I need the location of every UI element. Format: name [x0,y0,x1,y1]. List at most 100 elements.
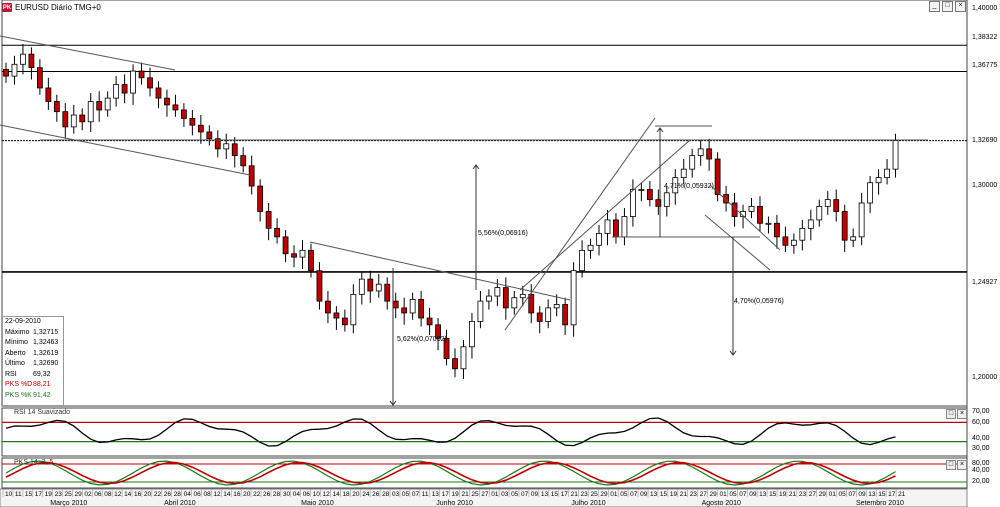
candle-body [181,109,187,119]
minimize-button[interactable]: _ [929,1,940,12]
candle-body [469,321,475,348]
candle-body [536,312,543,322]
candle-body [460,346,467,370]
candle-body [875,177,882,184]
info-row-low: Mínimo 1,32463 [5,339,59,346]
candle-body [350,293,357,326]
day-label: 23 [690,491,698,498]
candle-body [240,155,247,167]
price-tick: 1,30000 [972,182,998,189]
candle-body [697,148,704,157]
day-label: 09 [531,491,539,498]
candle-body [189,118,196,126]
day-label: 10 [313,491,321,498]
level-tag: 1,32690 [972,137,998,144]
price-pane-frame [1,0,968,407]
candle-body [807,219,814,229]
candle-body [426,317,433,326]
day-label: 14 [124,491,132,498]
candle-body [265,211,272,229]
candle-body [147,77,153,89]
candle-body [155,87,162,99]
day-label: 20 [144,491,152,498]
candle-body [367,278,374,292]
candle-body [604,219,611,234]
day-label: 13 [759,491,767,498]
candle-body [130,70,136,94]
day-label: 17 [442,491,450,498]
rsi-tick: 60,00 [972,419,990,426]
candle-body [841,211,848,241]
window-title: EURUSD Diário TMG+0 [15,3,101,12]
window-title-bar: PK EURUSD Diário TMG+0 [2,2,101,13]
candle-body [45,87,52,102]
rsi-pane-controls: □ × [946,409,967,419]
price-tick: 1,40000 [972,5,998,12]
rsi-close-button[interactable]: × [957,409,967,419]
candle-body [850,236,857,241]
candle-body [562,304,569,326]
candle-body [494,287,501,297]
day-label: 01 [719,491,727,498]
day-label: 12 [323,491,331,498]
day-label: 05 [620,491,628,498]
candle-body [435,324,441,339]
drop-annotation: 4,70%(0,05976) [734,298,784,305]
info-row-last: Último 1,32690 [5,360,59,367]
day-label: 20 [352,491,360,498]
candle-body [833,199,840,212]
candle-body [79,114,86,123]
candle-body [638,189,645,191]
month-label: Maio 2010 [301,500,334,507]
day-label: 22 [253,491,261,498]
candle-body [824,199,831,207]
pks-maximize-button[interactable]: □ [946,460,956,470]
low-arrow-head [389,400,397,406]
drop-arrow-head [729,350,737,356]
day-label: 25 [590,491,598,498]
day-label: 28 [174,491,182,498]
candle-body [36,67,43,89]
pks-pane-title: PKS 14, 3, 5 [14,459,54,466]
month-label: Julho 2010 [571,500,605,507]
candle-body [519,293,526,299]
close-button[interactable]: × [955,1,966,12]
day-label: 13 [541,491,549,498]
candle-body [121,84,128,94]
day-label: 13 [432,491,440,498]
candle-body [214,138,221,150]
day-label: 06 [194,491,202,498]
pks-tick: 40,00 [972,467,990,474]
info-row-high: Máximo 1,32715 [5,328,59,336]
day-label: 10 [5,491,13,498]
rsi-maximize-button[interactable]: □ [946,409,956,419]
day-label: 15 [878,491,886,498]
day-label: 20 [243,491,251,498]
candle-body [816,205,823,221]
candle-body [70,114,77,128]
candle-body [757,205,763,224]
candle-body [308,249,314,272]
day-label: 16 [134,491,142,498]
day-label: 12 [114,491,122,498]
trendline [709,184,781,251]
candle-body [164,97,170,106]
info-row-pks-k: PKS %K 91,42 [5,391,51,399]
day-label: 17 [561,491,569,498]
day-label: 25 [471,491,479,498]
candle-body [655,199,662,207]
day-label: 19 [45,491,53,498]
candle-body [384,283,391,302]
candle-body [257,185,264,212]
day-label: 25 [65,491,73,498]
candle-body [867,182,874,204]
pks-close-button[interactable]: × [957,460,967,470]
day-label: 15 [660,491,668,498]
maximize-button[interactable]: □ [942,1,953,12]
day-label: 26 [164,491,172,498]
rise-arrow-head [472,164,480,170]
candle-body [172,104,179,111]
candle-body [892,140,899,170]
